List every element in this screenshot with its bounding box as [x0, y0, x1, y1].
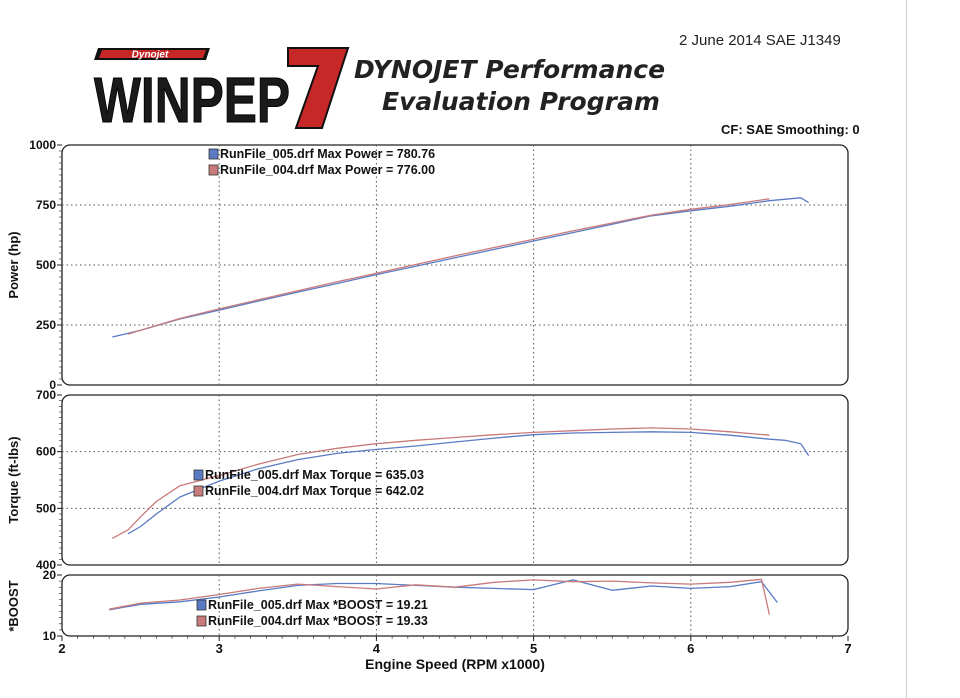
y-tick-label: 500 — [36, 501, 56, 515]
winpep-logo-graphic: Dynojet WINPEP 7 — [94, 47, 350, 137]
x-tick-label: 6 — [687, 641, 694, 656]
legend-entry: RunFile_004.drf Max *BOOST = 19.33 — [208, 614, 428, 628]
y-tick-label: 500 — [36, 258, 56, 272]
series-line-runfile-004-drf — [127, 198, 770, 335]
x-tick-label: 3 — [216, 641, 223, 656]
y-tick-label: 10 — [43, 629, 57, 643]
program-title: DYNOJET Performance Evaluation Program — [354, 54, 665, 118]
plot-frame-3 — [61, 574, 849, 637]
winpep-logo: Dynojet WINPEP 7 — [90, 44, 352, 137]
page-edge — [906, 0, 907, 698]
y-axis-label: *BOOST — [6, 580, 21, 631]
legend-swatch — [196, 599, 207, 611]
y-tick-label: 400 — [36, 558, 56, 572]
legend-swatch — [193, 469, 204, 481]
y-tick-label: 250 — [36, 318, 56, 332]
y-axis-label: Torque (ft-lbs) — [6, 436, 21, 523]
legend-entry: RunFile_005.drf Max Power = 780.76 — [220, 147, 435, 161]
y-tick-label: 1000 — [29, 138, 56, 152]
y-tick-label: 600 — [36, 445, 56, 459]
legend-swatch — [196, 615, 207, 627]
program-title-line2: Evaluation Program — [382, 87, 660, 116]
y-tick-label: 0 — [49, 378, 56, 392]
legend-swatch — [193, 485, 204, 497]
x-tick-label: 2 — [58, 641, 65, 656]
x-tick-label: 5 — [530, 641, 537, 656]
y-tick-label: 700 — [36, 388, 56, 402]
legend-entry: RunFile_004.drf Max Torque = 642.02 — [205, 484, 424, 498]
legend-swatch — [208, 164, 219, 176]
y-tick-label: 20 — [43, 568, 57, 582]
series-line-runfile-005-drf — [112, 197, 810, 338]
logo-small-text: Dynojet — [132, 50, 169, 61]
series-line-runfile-005-drf — [127, 431, 810, 535]
plot-frame-2 — [61, 394, 849, 566]
date-and-standard: 2 June 2014 SAE J1349 — [679, 32, 841, 49]
y-axis-label: Power (hp) — [6, 231, 21, 298]
series-line-runfile-004-drf — [109, 578, 771, 615]
series-line-runfile-004-drf — [111, 427, 770, 539]
y-tick-label: 750 — [36, 198, 56, 212]
x-tick-label: 7 — [844, 641, 851, 656]
x-tick-label: 4 — [373, 641, 381, 656]
legend-entry: RunFile_004.drf Max Power = 776.00 — [220, 163, 435, 177]
cf-smoothing-label: CF: SAE Smoothing: 0 — [721, 122, 860, 137]
logo-main-text: WINPEP — [94, 64, 290, 130]
legend-entry: RunFile_005.drf Max Torque = 635.03 — [205, 468, 424, 482]
program-title-line1: DYNOJET Performance — [354, 55, 666, 84]
x-axis-label: Engine Speed (RPM x1000) — [365, 656, 545, 672]
legend-entry: RunFile_005.drf Max *BOOST = 19.21 — [208, 598, 428, 612]
legend-swatch — [208, 148, 219, 160]
